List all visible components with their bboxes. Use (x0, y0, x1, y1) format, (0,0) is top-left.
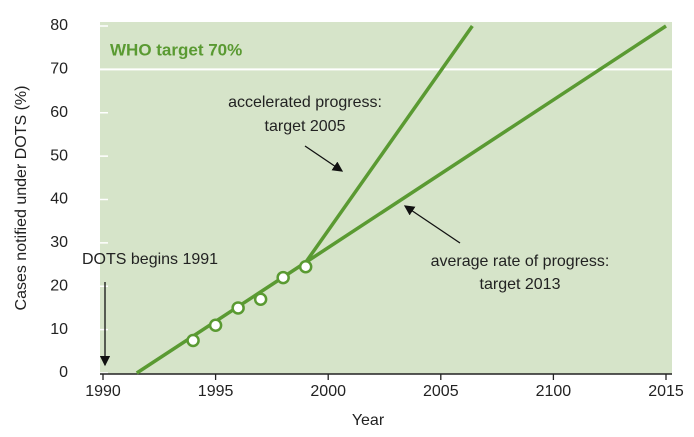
trend-line (304, 24, 474, 264)
x-tick-label: 2005 (423, 383, 459, 400)
target-label: WHO target 70% (110, 40, 242, 59)
data-point (186, 333, 200, 348)
annotation: target 2005 (265, 118, 346, 135)
annotation: accelerated progress: (228, 94, 382, 111)
annotation: DOTS begins 1991 (82, 251, 218, 268)
plot-background (100, 22, 672, 374)
x-tick-label: 2100 (536, 383, 572, 400)
y-tick-label: 50 (50, 147, 68, 164)
y-tick-label: 60 (50, 104, 68, 121)
y-tick-label: 0 (59, 364, 68, 381)
y-axis-label: Cases notified under DOTS (%) (13, 86, 30, 311)
y-tick-label: 70 (50, 61, 68, 78)
x-axis-label: Year (352, 412, 385, 429)
arrow (304, 145, 344, 172)
data-point (208, 318, 223, 333)
y-tick-label: 80 (50, 17, 68, 34)
x-tick-label: 1995 (198, 383, 234, 400)
y-tick-label: 40 (50, 191, 68, 208)
data-point (298, 259, 313, 274)
x-tick-label: 2015 (648, 383, 684, 400)
trend-line (304, 24, 667, 264)
x-tick-label: 1990 (85, 383, 121, 400)
data-point (276, 270, 290, 285)
arrow (403, 205, 461, 244)
annotation: target 2013 (480, 276, 561, 293)
annotation: average rate of progress: (431, 253, 610, 270)
y-tick-label: 30 (50, 234, 68, 251)
y-tick-label: 20 (50, 277, 68, 294)
x-tick-label: 2000 (310, 383, 346, 400)
data-point (231, 301, 245, 315)
data-point (253, 292, 268, 307)
y-tick-label: 10 (50, 321, 68, 338)
